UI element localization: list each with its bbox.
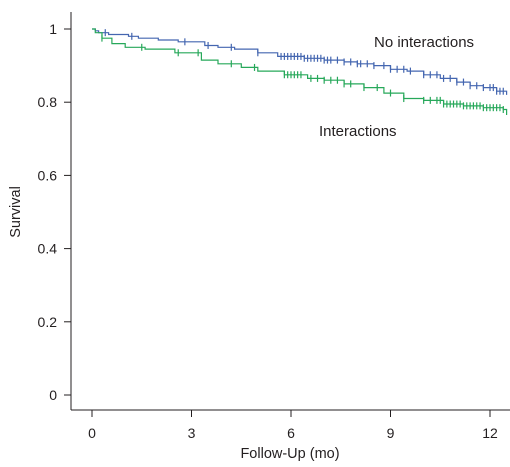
ticks-layer: 0 0.2 0.4 0.6 0.8 1 0 3 6 9 12 [38, 21, 498, 441]
y-axis-label: Survival [8, 186, 24, 238]
x-axis-label: Follow-Up (mo) [240, 446, 339, 462]
x-tick-label: 6 [287, 425, 295, 441]
y-tick-label: 0.2 [38, 314, 58, 330]
y-tick-label: 1 [49, 21, 57, 37]
x-tick-label: 0 [88, 425, 96, 441]
x-tick-label: 9 [387, 425, 395, 441]
series-label-no-interactions: No interactions [374, 34, 474, 51]
y-tick-label: 0.4 [38, 241, 58, 257]
series-layer [92, 28, 508, 115]
series-label-interactions: Interactions [319, 123, 397, 140]
y-tick-label: 0 [49, 387, 57, 403]
y-tick-label: 0.6 [38, 167, 58, 183]
x-tick-label: 3 [188, 425, 196, 441]
y-tick-label: 0.8 [38, 94, 58, 110]
x-tick-label: 12 [482, 425, 498, 441]
